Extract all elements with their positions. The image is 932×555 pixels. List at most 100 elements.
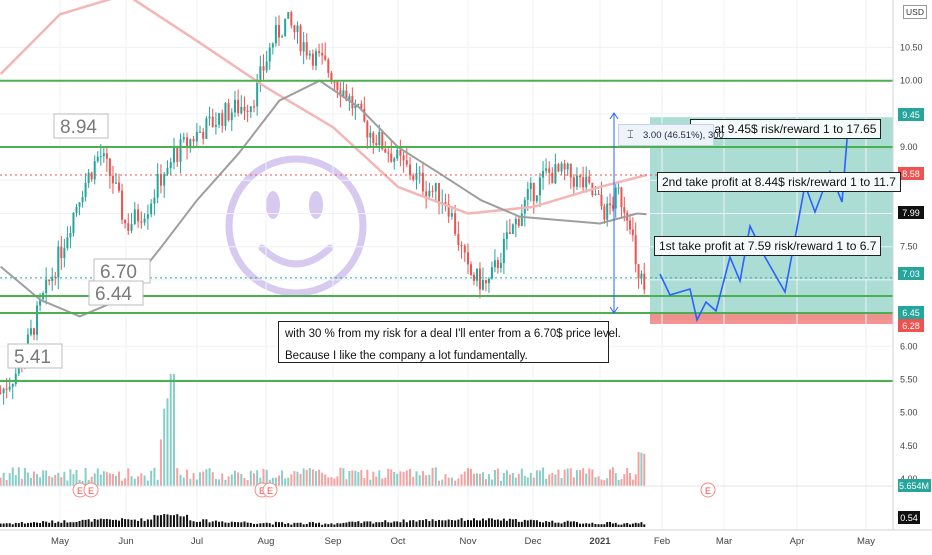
price-tick-3: 7.50 bbox=[900, 242, 918, 252]
candle-body-182 bbox=[564, 163, 566, 169]
candle-body-11 bbox=[33, 328, 35, 334]
candle-body-162 bbox=[503, 239, 505, 263]
candle-body-204 bbox=[629, 220, 631, 229]
volume-bar-179 bbox=[554, 474, 556, 486]
candle-body-173 bbox=[536, 195, 538, 201]
indicator-bar-161 bbox=[500, 521, 502, 527]
indicator-bar-170 bbox=[527, 520, 529, 527]
candle-body-32 bbox=[97, 157, 99, 161]
indicator-bar-125 bbox=[387, 522, 389, 527]
indicator-bar-160 bbox=[497, 519, 499, 527]
candle-body-36 bbox=[109, 159, 111, 176]
indicator-bar-116 bbox=[360, 523, 362, 527]
candle-body-118 bbox=[366, 121, 368, 137]
volume-bar-209 bbox=[643, 454, 645, 486]
candle-body-209 bbox=[643, 274, 645, 290]
indicator-bar-104 bbox=[324, 524, 326, 527]
indicator-bar-202 bbox=[623, 523, 625, 527]
candle-body-39 bbox=[118, 183, 120, 191]
take-profit-1-note: 1st take profit at 7.59 risk/reward 1 to… bbox=[654, 236, 881, 256]
volume-bar-200 bbox=[618, 480, 620, 486]
price-tick-4: 6.00 bbox=[900, 341, 918, 351]
price-tick-7: 4.50 bbox=[900, 441, 918, 451]
candle-body-145 bbox=[451, 213, 453, 216]
indicator-bar-143 bbox=[444, 520, 446, 527]
candle-body-141 bbox=[438, 183, 440, 204]
indicator-bar-38 bbox=[115, 520, 117, 527]
volume-bar-104 bbox=[324, 474, 326, 486]
volume-bar-138 bbox=[428, 475, 430, 486]
volume-bar-45 bbox=[137, 476, 139, 486]
indicator-bar-118 bbox=[366, 521, 368, 527]
volume-bar-2 bbox=[6, 480, 8, 486]
indicator-bar-63 bbox=[196, 522, 198, 527]
indicator-bar-190 bbox=[588, 524, 590, 527]
candle-body-63 bbox=[196, 132, 198, 142]
indicator-bar-120 bbox=[372, 524, 374, 527]
candle-body-153 bbox=[476, 269, 478, 281]
volume-bar-97 bbox=[303, 468, 305, 486]
indicator-bar-47 bbox=[144, 521, 146, 527]
candle-body-70 bbox=[218, 113, 220, 125]
candle-body-16 bbox=[48, 280, 50, 281]
candle-body-47 bbox=[144, 219, 146, 223]
candle-body-108 bbox=[336, 82, 338, 90]
indicator-bar-7 bbox=[21, 522, 23, 527]
volume-bar-102 bbox=[318, 470, 320, 486]
candle-body-176 bbox=[545, 168, 547, 171]
candle-body-177 bbox=[548, 168, 550, 172]
indicator-bar-71 bbox=[221, 521, 223, 527]
indicator-bar-69 bbox=[215, 521, 217, 527]
candle-body-29 bbox=[88, 173, 90, 183]
candle-body-86 bbox=[269, 48, 271, 62]
indicator-bar-81 bbox=[253, 524, 255, 527]
time-tick-8: 2021 bbox=[589, 536, 611, 547]
candle-body-102 bbox=[318, 51, 320, 53]
volume-bar-187 bbox=[579, 470, 581, 486]
indicator-bar-50 bbox=[153, 515, 155, 527]
price-tick-2: 9.00 bbox=[900, 142, 918, 152]
candle-body-54 bbox=[166, 168, 168, 174]
indicator-bar-166 bbox=[515, 519, 517, 527]
volume-bar-107 bbox=[333, 479, 335, 486]
volume-bar-203 bbox=[626, 468, 628, 486]
volume-bar-142 bbox=[441, 480, 443, 486]
indicator-bar-176 bbox=[545, 521, 547, 527]
candle-body-181 bbox=[561, 163, 563, 171]
volume-bar-140 bbox=[435, 467, 437, 486]
volume-bar-202 bbox=[623, 474, 625, 486]
indicator-bar-162 bbox=[503, 519, 505, 527]
candle-body-131 bbox=[406, 160, 408, 164]
indicator-bar-114 bbox=[354, 522, 356, 527]
volume-bar-61 bbox=[189, 479, 191, 486]
indicator-bar-5 bbox=[15, 523, 17, 527]
trade-plan-line-1: with 30 % from my risk for a deal I'll e… bbox=[285, 327, 602, 342]
indicator-bar-198 bbox=[612, 523, 614, 527]
volume-bar-64 bbox=[199, 472, 201, 486]
candle-body-49 bbox=[150, 204, 152, 215]
volume-bar-71 bbox=[221, 474, 223, 486]
time-tick-6: Nov bbox=[460, 536, 477, 547]
indicator-bar-27 bbox=[82, 520, 84, 527]
volume-bar-44 bbox=[134, 479, 136, 486]
candle-body-156 bbox=[485, 280, 487, 283]
smiley-eye-left bbox=[266, 191, 280, 219]
volume-bar-105 bbox=[327, 477, 329, 486]
indicator-bar-32 bbox=[97, 520, 99, 527]
candle-body-81 bbox=[253, 106, 255, 107]
volume-bar-1 bbox=[3, 473, 5, 486]
indicator-bar-122 bbox=[378, 522, 380, 527]
candle-body-122 bbox=[378, 132, 380, 145]
candle-body-40 bbox=[121, 191, 123, 220]
volume-bar-180 bbox=[557, 470, 559, 486]
volume-bar-162 bbox=[503, 473, 505, 486]
indicator-bar-115 bbox=[357, 521, 359, 527]
candle-body-20 bbox=[60, 247, 62, 259]
volume-bar-173 bbox=[536, 470, 538, 486]
indicator-bar-159 bbox=[494, 520, 496, 527]
volume-bar-8 bbox=[24, 468, 26, 486]
volume-bar-80 bbox=[250, 471, 252, 486]
indicator-bar-85 bbox=[266, 523, 268, 527]
indicator-bar-41 bbox=[124, 519, 126, 527]
